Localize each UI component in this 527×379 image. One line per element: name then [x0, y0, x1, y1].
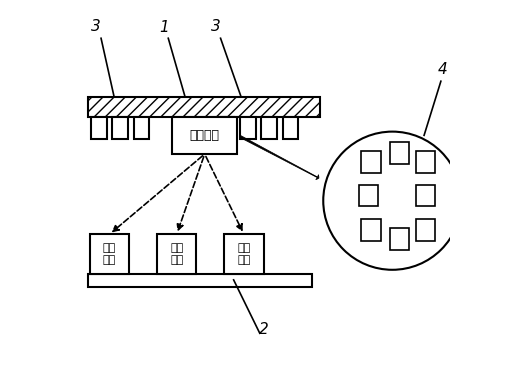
Bar [88, 274, 312, 287]
Text: 1: 1 [160, 20, 169, 34]
Text: 充电
单元: 充电 单元 [237, 243, 250, 265]
Bar [157, 234, 196, 274]
Bar [225, 234, 264, 274]
Text: 充电终端: 充电终端 [190, 129, 220, 142]
Bar [261, 117, 277, 139]
Text: 充电
单元: 充电 单元 [170, 243, 183, 265]
Bar [172, 117, 237, 154]
Bar [282, 117, 298, 139]
Bar [359, 185, 378, 206]
Bar [416, 219, 435, 241]
Bar [416, 185, 435, 206]
Bar [90, 234, 129, 274]
Bar [91, 117, 106, 139]
Bar [112, 117, 128, 139]
Bar [416, 151, 435, 173]
Text: 4: 4 [438, 63, 447, 77]
Circle shape [323, 132, 462, 270]
Text: 3: 3 [211, 19, 221, 34]
Text: 2: 2 [259, 322, 268, 337]
Bar [362, 151, 381, 173]
Text: 充电
单元: 充电 单元 [103, 243, 116, 265]
Bar [133, 117, 149, 139]
Text: 3: 3 [91, 19, 101, 34]
Bar [362, 219, 381, 241]
Bar [240, 117, 256, 139]
Bar [219, 117, 235, 139]
Bar [88, 97, 319, 117]
Bar [390, 228, 409, 250]
Bar [390, 143, 409, 164]
